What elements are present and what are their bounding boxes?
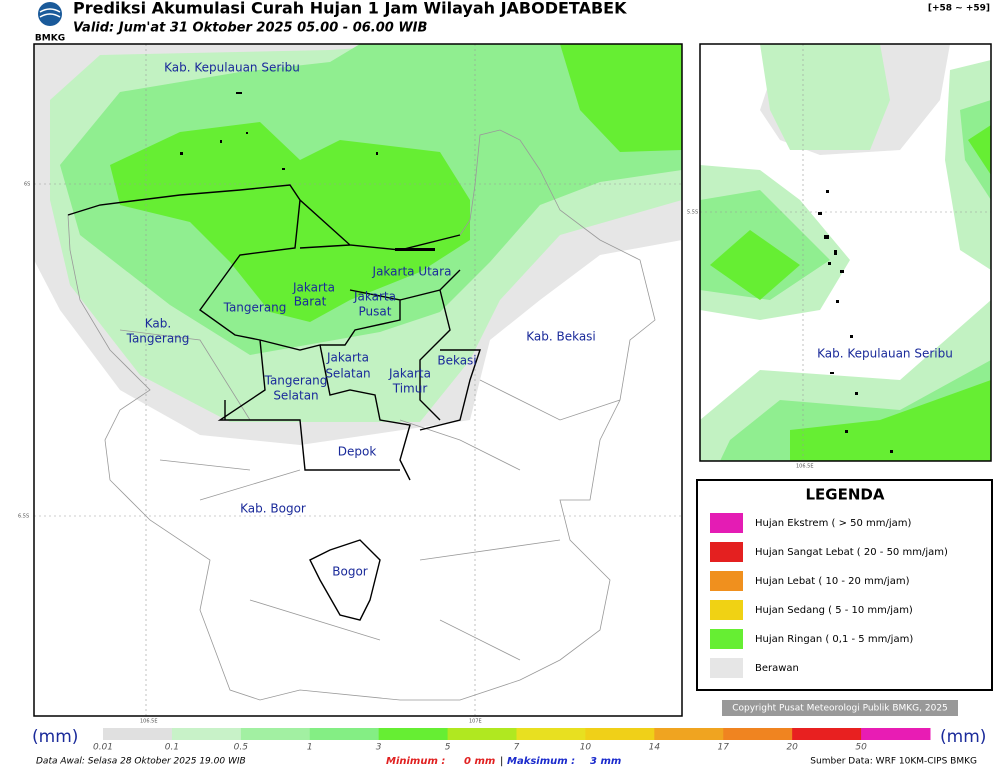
map-label: Jakarta Utara: [372, 265, 452, 279]
legend-label: Hujan Lebat ( 10 - 20 mm/jam): [755, 576, 910, 587]
map-label: Pusat: [359, 305, 392, 319]
data-awal: Data Awal: Selasa 28 Oktober 2025 19.00 …: [36, 757, 246, 767]
map-label: Timur: [392, 382, 428, 396]
map-label: Tangerang: [264, 374, 328, 388]
colorbar-segment: [792, 728, 862, 740]
legend-swatch: [710, 513, 743, 533]
colorbar-unit: (mm): [32, 727, 78, 747]
colorbar: 0.01 0.1 0.5 1 3 5 7 10 14 17 20 50: [93, 728, 931, 753]
map-label: Kab. Kepulauan Seribu: [164, 61, 300, 75]
map-label: Barat: [294, 295, 327, 309]
map-label: Tangerang: [126, 332, 190, 346]
legend-label: Hujan Ringan ( 0,1 - 5 mm/jam): [755, 634, 913, 645]
grid-label: 106.5E: [796, 464, 813, 470]
colorbar-tick-label: 0.1: [165, 743, 179, 753]
map-label: Bekasi: [437, 354, 476, 368]
min-label: Minimum :: [386, 756, 445, 767]
colorbar-segment: [240, 728, 311, 740]
source: Sumber Data: WRF 10KM-CIPS BMKG: [810, 757, 977, 767]
legend-swatch: [710, 658, 743, 678]
copyright: Copyright Pusat Meteorologi Publik BMKG,…: [732, 704, 948, 714]
max-label: Maksimum :: [507, 756, 575, 767]
colorbar-tick-label: 17: [718, 743, 730, 753]
colorbar-tick-label: 50: [855, 743, 867, 753]
legend-swatch: [710, 571, 743, 591]
map-label: Tangerang: [223, 301, 287, 315]
colorbar-tick-label: 7: [514, 743, 520, 753]
map-label: Selatan: [325, 367, 370, 381]
legend-box: [696, 479, 993, 691]
colorbar-segment: [103, 728, 173, 740]
legend-label: Hujan Ekstrem ( > 50 mm/jam): [755, 518, 912, 529]
colorbar-tick-label: 20: [786, 743, 798, 753]
colorbar-tick-label: 14: [649, 743, 661, 753]
map-label: Selatan: [273, 389, 318, 403]
colorbar-segment: [516, 728, 586, 740]
map-label: Jakarta: [388, 367, 431, 381]
subtitle: Valid: Jum'at 31 Oktober 2025 05.00 - 06…: [73, 21, 428, 36]
colorbar-segment: [723, 728, 793, 740]
map-label: Kab.: [145, 317, 171, 331]
colorbar-segment: [861, 728, 931, 740]
colorbar-segment: [171, 728, 242, 740]
colorbar-segment: [585, 728, 655, 740]
map-label: Bogor: [332, 565, 368, 579]
legend-title: LEGENDA: [806, 486, 885, 504]
colorbar-segment: [309, 728, 380, 740]
grid-label: 107E: [469, 719, 482, 725]
colorbar-unit: (mm): [940, 727, 986, 747]
legend-swatch: [710, 600, 743, 620]
grid-label: 6.5S: [18, 514, 29, 520]
max-value: 3 mm: [590, 756, 621, 767]
map-frame: [33, 43, 683, 717]
copyright-box: [722, 700, 958, 716]
colorbar-tick-label: 0.5: [234, 743, 249, 753]
logo-text: BMKG: [35, 34, 65, 44]
map-label: Kab. Bogor: [240, 502, 306, 516]
map-label: Jakarta: [326, 351, 369, 365]
colorbar-segment: [447, 728, 517, 740]
legend-label: Hujan Sedang ( 5 - 10 mm/jam): [755, 605, 913, 616]
map-label: Jakarta: [353, 290, 396, 304]
min-value: 0 mm: [464, 756, 495, 767]
inset-label: Kab. Kepulauan Seribu: [817, 347, 953, 361]
inset-frame: [699, 43, 992, 462]
main-map: Kab. Kepulauan Seribu Jakarta Utara Jaka…: [34, 44, 682, 716]
colorbar-tick-label: 0.01: [93, 743, 113, 753]
colorbar-tick-label: 3: [376, 743, 382, 753]
colorbar-tick-label: 10: [580, 743, 592, 753]
legend-swatch: [710, 629, 743, 649]
separator: |: [500, 756, 503, 767]
legend-items: Hujan Ekstrem ( > 50 mm/jam) Hujan Sangat…: [710, 513, 948, 678]
map-label: Depok: [338, 445, 377, 459]
grid-label: 5.5S: [687, 210, 698, 216]
colorbar-tick-label: 5: [445, 743, 451, 753]
title: Prediksi Akumulasi Curah Hujan 1 Jam Wil…: [73, 0, 627, 18]
map-label: Jakarta: [292, 281, 335, 295]
legend-label: Berawan: [755, 663, 799, 674]
logo: BMKG: [35, 2, 65, 44]
inset-map: Kab. Kepulauan Seribu: [700, 44, 991, 461]
grid-label: 106.5E: [140, 719, 157, 725]
range: [+58 ~ +59]: [928, 4, 990, 14]
colorbar-tick-label: 1: [307, 743, 313, 753]
legend-swatch: [710, 542, 743, 562]
legend-label: Hujan Sangat Lebat ( 20 - 50 mm/jam): [755, 547, 948, 558]
grid-label: 6S: [24, 182, 30, 188]
colorbar-segment: [378, 728, 449, 740]
map-label: Kab. Bekasi: [526, 330, 596, 344]
colorbar-segment: [654, 728, 724, 740]
